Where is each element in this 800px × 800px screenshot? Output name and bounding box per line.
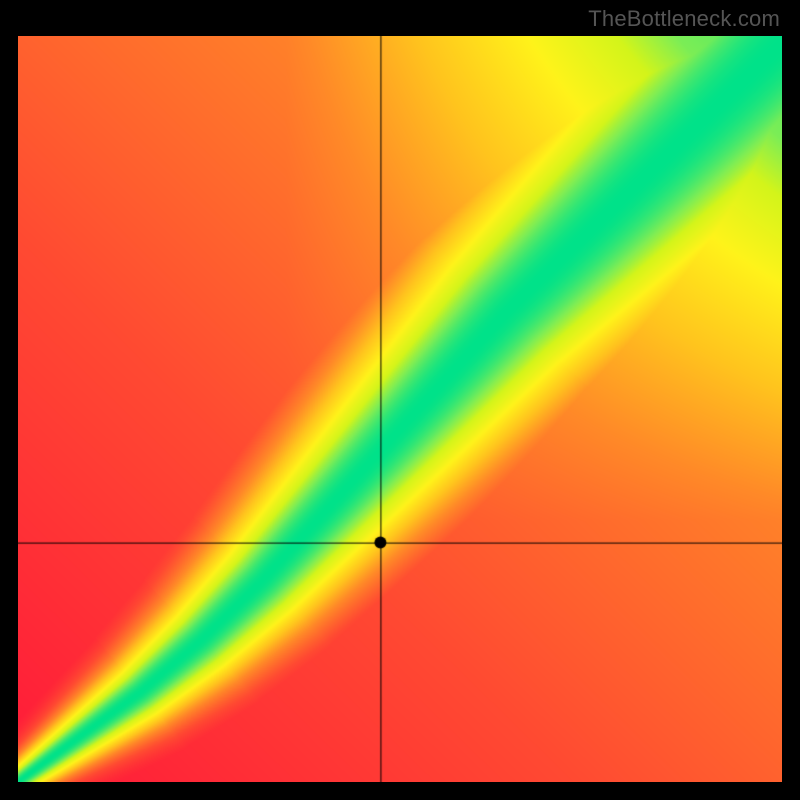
watermark-text: TheBottleneck.com — [588, 6, 780, 32]
heatmap-canvas — [18, 36, 782, 782]
heatmap-plot — [18, 36, 782, 782]
chart-container: TheBottleneck.com — [0, 0, 800, 800]
